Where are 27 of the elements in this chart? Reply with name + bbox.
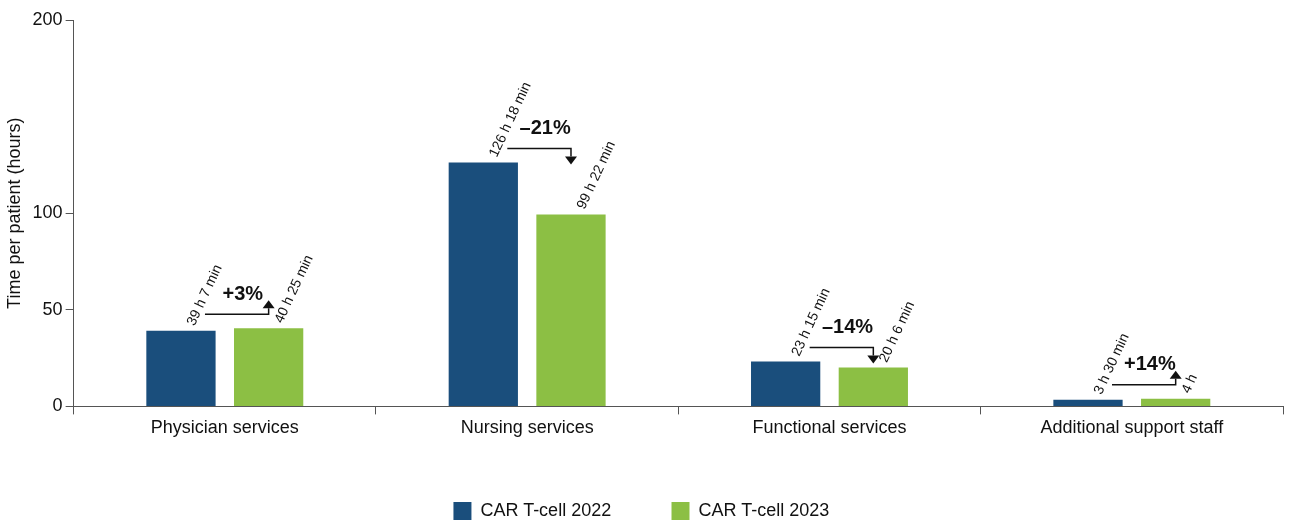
- data-label: 99 h 22 min: [572, 138, 619, 212]
- annotation: +3%: [222, 281, 264, 304]
- bar: [536, 214, 606, 406]
- bar: [1053, 399, 1123, 406]
- annotation: –21%: [519, 115, 571, 138]
- x-tick-label: Physician services: [150, 417, 299, 438]
- annotation: +14%: [1123, 352, 1176, 375]
- bar: [751, 361, 821, 406]
- annotation: –14%: [821, 315, 874, 337]
- x-tick-label: Nursing services: [460, 417, 594, 438]
- legend-label: CAR T-cell 2023: [698, 499, 830, 520]
- bar: [448, 162, 518, 406]
- x-tick-label: Additional support staff: [1040, 417, 1225, 438]
- data-label: 4 h: [1177, 371, 1201, 396]
- y-tick-label: 0: [52, 395, 63, 416]
- bar: [146, 330, 216, 406]
- y-tick-label: 200: [32, 8, 63, 29]
- data-label: 40 h 25 min: [270, 252, 316, 326]
- y-tick-label: 100: [32, 202, 63, 223]
- y-tick-label: 50: [42, 298, 63, 319]
- bar: [838, 367, 908, 406]
- data-label: 20 h 6 min: [875, 298, 918, 365]
- bar: [234, 328, 304, 406]
- bar: [1141, 398, 1211, 406]
- x-tick-label: Functional services: [752, 417, 907, 438]
- legend-label: CAR T-cell 2022: [480, 499, 612, 520]
- y-axis-title: Time per patient (hours): [3, 117, 24, 309]
